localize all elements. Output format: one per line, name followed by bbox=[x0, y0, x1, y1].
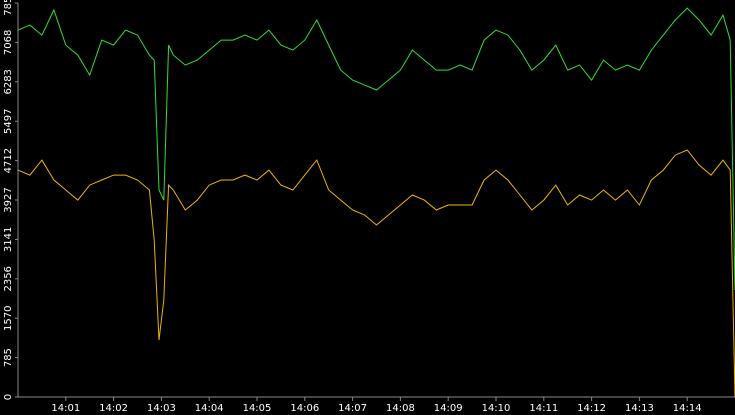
y-tick-label: 7854 bbox=[3, 0, 14, 16]
x-tick-label: 14:09 bbox=[434, 403, 463, 414]
x-tick-label: 14:13 bbox=[625, 403, 654, 414]
y-tick-label: 0 bbox=[3, 394, 14, 400]
x-tick-label: 14:04 bbox=[195, 403, 224, 414]
x-tick-label: 14:11 bbox=[529, 403, 558, 414]
y-tick-label: 4712 bbox=[3, 148, 14, 173]
x-tick-label: 14:12 bbox=[577, 403, 606, 414]
y-tick-label: 5497 bbox=[3, 109, 14, 134]
x-tick-label: 14:07 bbox=[338, 403, 367, 414]
y-tick-label: 6283 bbox=[3, 69, 14, 94]
x-tick-label: 14:10 bbox=[482, 403, 511, 414]
x-tick-label: 14:06 bbox=[290, 403, 319, 414]
x-tick-label: 14:01 bbox=[51, 403, 80, 414]
series-line bbox=[17, 7, 735, 291]
series-line bbox=[17, 149, 735, 398]
x-tick-label: 14:02 bbox=[99, 403, 128, 414]
x-tick-label: 14:08 bbox=[386, 403, 415, 414]
y-tick-label: 3927 bbox=[3, 187, 14, 212]
x-tick-label: 14:14 bbox=[673, 403, 702, 414]
y-tick-label: 2356 bbox=[3, 266, 14, 291]
x-tick-label: 14:03 bbox=[147, 403, 176, 414]
y-tick-label: 1570 bbox=[3, 306, 14, 331]
y-tick-label: 7068 bbox=[3, 30, 14, 55]
y-tick-label: 785 bbox=[3, 348, 14, 367]
x-tick-label: 14:05 bbox=[243, 403, 272, 414]
y-tick-label: 3141 bbox=[3, 227, 14, 252]
